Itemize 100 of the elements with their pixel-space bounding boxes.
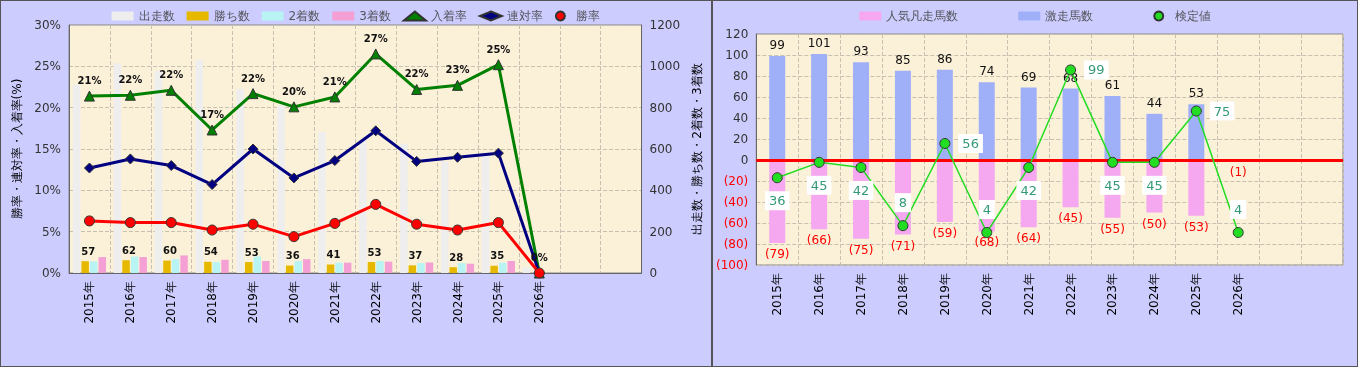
- data-label: 75: [1213, 103, 1231, 119]
- y-tick-label: (60): [723, 216, 749, 230]
- data-label: 4: [1234, 201, 1243, 217]
- point: [452, 79, 464, 91]
- data-label: 99: [1088, 62, 1105, 78]
- bar: [458, 263, 466, 273]
- bar: [277, 105, 285, 273]
- y2-axis-title: 出走数・勝ち数・2着数・3着数: [690, 63, 704, 235]
- bar: [1146, 113, 1163, 160]
- point: [771, 172, 783, 184]
- data-label: 93: [853, 44, 869, 59]
- data-label: 44: [1146, 95, 1163, 110]
- data-label: 28: [449, 251, 464, 263]
- x-tick-label: 2015年: [770, 273, 785, 316]
- data-label: 99: [769, 38, 785, 53]
- data-label: 62: [122, 244, 137, 256]
- data-label: 22%: [159, 69, 184, 81]
- bar: [376, 261, 384, 273]
- point: [165, 217, 177, 229]
- data-label: 85: [895, 52, 911, 67]
- bar: [1104, 95, 1121, 160]
- y-tick-label: 100: [725, 48, 749, 62]
- bar: [417, 263, 425, 273]
- y2-tick-label: 600: [649, 142, 673, 156]
- point: [247, 88, 259, 100]
- bar: [130, 256, 139, 273]
- bar: [769, 56, 786, 160]
- x-tick-label: 2023年: [409, 281, 424, 324]
- point: [492, 147, 504, 159]
- x-tick-label: 2017年: [164, 281, 179, 324]
- point: [411, 218, 423, 230]
- y-tick-label: 5%: [41, 224, 61, 239]
- x-tick-label: 2022年: [1063, 273, 1078, 316]
- bar: [440, 161, 449, 273]
- x-tick-label: 2025年: [491, 281, 506, 324]
- point: [165, 84, 177, 96]
- point: [83, 215, 95, 227]
- x-tick-label: 2023年: [1105, 273, 1120, 316]
- x-tick-label: 2025年: [1189, 273, 1204, 316]
- point: [897, 220, 909, 232]
- y2-tick-label: 800: [649, 100, 673, 115]
- y2-tick-label: 0: [649, 266, 658, 280]
- data-label: 21%: [322, 75, 347, 87]
- legend-label: 検定値: [1174, 9, 1211, 23]
- data-label: 86: [937, 51, 953, 66]
- point: [206, 224, 218, 236]
- data-label: (64): [1016, 231, 1041, 246]
- point: [452, 151, 464, 163]
- bar: [335, 262, 343, 273]
- x-tick-label: 2017年: [854, 273, 869, 316]
- data-label: (75): [848, 242, 874, 257]
- bar: [384, 261, 393, 273]
- bar: [1062, 88, 1079, 160]
- data-label: 8: [898, 195, 908, 211]
- data-label: (53): [1184, 219, 1209, 234]
- bar: [400, 143, 408, 273]
- data-label: 4: [982, 201, 991, 217]
- point: [370, 198, 382, 210]
- data-label: 54: [203, 246, 218, 258]
- point: [492, 59, 504, 71]
- data-label: 53: [367, 246, 382, 258]
- x-tick-label: 2019年: [937, 273, 952, 316]
- y-tick-label: (100): [715, 258, 749, 272]
- point: [370, 125, 382, 137]
- bar: [1020, 87, 1037, 160]
- bar: [978, 82, 995, 160]
- point: [329, 217, 341, 229]
- point: [165, 160, 177, 172]
- bar: [294, 261, 302, 273]
- point: [247, 143, 259, 155]
- point: [83, 162, 95, 174]
- bar: [936, 160, 953, 222]
- point: [206, 124, 218, 136]
- x-tick-label: 2018年: [895, 273, 910, 316]
- legend-label: 勝率: [576, 9, 601, 23]
- data-label: 42: [852, 182, 870, 198]
- x-tick-label: 2026年: [532, 281, 547, 324]
- y-axis-title: 勝率・連対率・入着率(%): [10, 78, 25, 220]
- point: [1107, 156, 1118, 168]
- point: [411, 83, 423, 95]
- bar: [490, 265, 498, 273]
- bar: [367, 262, 376, 273]
- point: [288, 231, 300, 243]
- bar: [811, 53, 828, 160]
- y2-tick-label: 400: [649, 183, 673, 198]
- bar: [171, 259, 180, 273]
- x-tick-label: 2022年: [368, 281, 383, 324]
- data-label: 45: [1146, 177, 1163, 193]
- legend-label: 出走数: [138, 9, 175, 23]
- bar: [498, 262, 507, 273]
- x-tick-label: 2020年: [979, 273, 994, 316]
- data-label: 57: [81, 245, 96, 257]
- point: [492, 217, 504, 229]
- bar: [481, 154, 490, 273]
- bar: [936, 69, 953, 160]
- point: [329, 155, 341, 167]
- x-tick-label: 2019年: [246, 281, 261, 324]
- bar: [359, 140, 367, 273]
- data-label: 27%: [363, 32, 388, 44]
- point: [288, 172, 300, 184]
